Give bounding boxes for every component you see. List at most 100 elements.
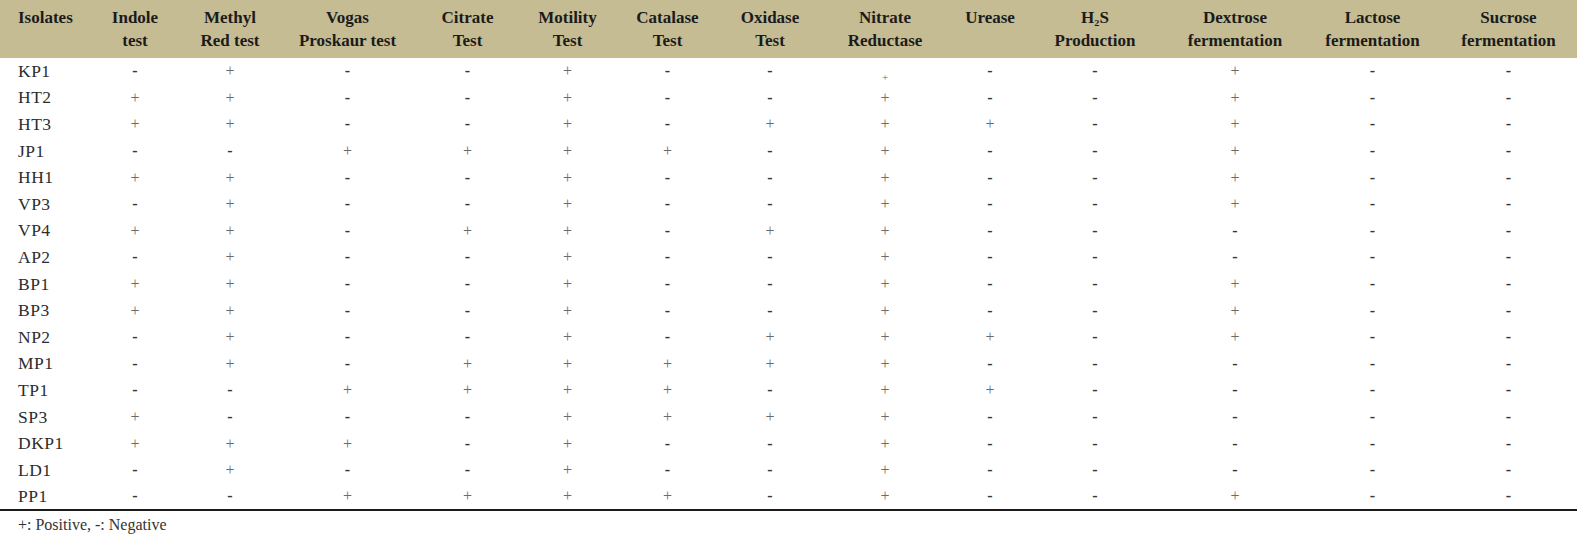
result-cell-voges-proskauer: - <box>285 271 410 298</box>
column-header-lactose-fermentation: Lactose fermentation <box>1305 0 1440 58</box>
result-cell-dextrose: + <box>1165 164 1305 191</box>
negative-symbol: - <box>345 195 350 212</box>
positive-symbol: + <box>880 302 889 319</box>
positive-symbol: + <box>563 355 572 372</box>
positive-symbol: + <box>1230 115 1239 132</box>
negative-symbol: - <box>1370 169 1375 186</box>
negative-symbol: - <box>1370 222 1375 239</box>
result-cell-sucrose: - <box>1440 164 1577 191</box>
negative-symbol: - <box>345 62 350 79</box>
positive-symbol: + <box>225 89 234 106</box>
positive-symbol: + <box>663 142 672 159</box>
result-cell-dextrose: - <box>1165 218 1305 245</box>
result-cell-sucrose: - <box>1440 351 1577 378</box>
result-cell-voges-proskauer: - <box>285 324 410 351</box>
negative-symbol: - <box>987 435 992 452</box>
result-cell-motility: + <box>525 244 610 271</box>
result-cell-indole: + <box>95 271 175 298</box>
result-cell-methyl-red: + <box>175 297 285 324</box>
result-cell-dextrose: + <box>1165 191 1305 218</box>
column-header-isolates: Isolates <box>0 0 95 58</box>
result-cell-h2s-production: - <box>1025 244 1165 271</box>
table-row: PP1--++++-+--+-- <box>0 484 1577 511</box>
negative-symbol: - <box>465 435 470 452</box>
positive-symbol: + <box>130 275 139 292</box>
positive-symbol: + <box>880 381 889 398</box>
isolate-name: LD1 <box>0 457 95 484</box>
result-cell-catalase: - <box>610 85 725 112</box>
result-cell-citrate: - <box>410 404 525 431</box>
negative-symbol: - <box>665 461 670 478</box>
isolate-name: HT2 <box>0 85 95 112</box>
negative-symbol: - <box>1506 169 1511 186</box>
positive-symbol: + <box>985 115 994 132</box>
result-cell-lactose: - <box>1305 430 1440 457</box>
isolate-name: PP1 <box>0 484 95 511</box>
result-cell-lactose: - <box>1305 138 1440 165</box>
table-row: LD1-+--+--+----- <box>0 457 1577 484</box>
negative-symbol: - <box>1506 115 1511 132</box>
negative-symbol: - <box>1092 408 1097 425</box>
result-cell-indole: - <box>95 244 175 271</box>
result-cell-h2s-production: - <box>1025 377 1165 404</box>
result-cell-urease: + <box>955 324 1025 351</box>
negative-symbol: - <box>987 302 992 319</box>
result-cell-voges-proskauer: - <box>285 218 410 245</box>
negative-symbol: - <box>465 408 470 425</box>
negative-symbol: - <box>1506 381 1511 398</box>
column-header-catalase-test: Catalase Test <box>610 0 725 58</box>
negative-symbol: - <box>767 487 772 504</box>
result-cell-lactose: - <box>1305 484 1440 511</box>
negative-symbol: - <box>465 302 470 319</box>
result-cell-nitrate-reductase: + <box>815 191 955 218</box>
negative-symbol: - <box>1370 461 1375 478</box>
result-cell-h2s-production: - <box>1025 484 1165 511</box>
result-cell-motility: + <box>525 164 610 191</box>
result-cell-lactose: - <box>1305 85 1440 112</box>
positive-symbol: + <box>343 487 352 504</box>
negative-symbol: - <box>1370 275 1375 292</box>
result-cell-lactose: - <box>1305 324 1440 351</box>
result-cell-oxidase: - <box>725 191 815 218</box>
negative-symbol: - <box>1232 408 1237 425</box>
result-cell-nitrate-reductase: + <box>815 85 955 112</box>
result-cell-citrate: - <box>410 324 525 351</box>
positive-symbol: + <box>225 275 234 292</box>
negative-symbol: - <box>345 408 350 425</box>
positive-symbol: + <box>463 142 472 159</box>
result-cell-nitrate-reductase: + <box>815 271 955 298</box>
positive-symbol: + <box>880 142 889 159</box>
negative-symbol: - <box>767 169 772 186</box>
result-cell-sucrose: - <box>1440 430 1577 457</box>
result-cell-catalase: - <box>610 324 725 351</box>
positive-symbol: + <box>880 115 889 132</box>
result-cell-catalase: - <box>610 111 725 138</box>
positive-symbol: + <box>225 195 234 212</box>
positive-symbol: + <box>343 381 352 398</box>
result-cell-motility: + <box>525 351 610 378</box>
result-cell-oxidase: - <box>725 377 815 404</box>
negative-symbol: - <box>1506 275 1511 292</box>
result-cell-urease: - <box>955 404 1025 431</box>
result-cell-urease: - <box>955 484 1025 511</box>
result-cell-lactose: - <box>1305 457 1440 484</box>
result-cell-dextrose: + <box>1165 484 1305 511</box>
result-cell-sucrose: - <box>1440 85 1577 112</box>
column-header-oxidase-test: Oxidase Test <box>725 0 815 58</box>
result-cell-catalase: - <box>610 244 725 271</box>
result-cell-h2s-production: - <box>1025 138 1165 165</box>
result-cell-citrate: + <box>410 138 525 165</box>
result-cell-urease: + <box>955 377 1025 404</box>
negative-symbol: - <box>1370 142 1375 159</box>
result-cell-catalase: - <box>610 164 725 191</box>
result-cell-catalase: + <box>610 484 725 511</box>
positive-symbol: + <box>343 142 352 159</box>
negative-symbol: - <box>132 142 137 159</box>
result-cell-nitrate-reductase: + <box>815 138 955 165</box>
result-cell-methyl-red: + <box>175 164 285 191</box>
result-cell-sucrose: - <box>1440 404 1577 431</box>
result-cell-h2s-production: - <box>1025 58 1165 85</box>
negative-symbol: - <box>665 169 670 186</box>
negative-symbol: - <box>1370 115 1375 132</box>
negative-symbol: - <box>1370 248 1375 265</box>
